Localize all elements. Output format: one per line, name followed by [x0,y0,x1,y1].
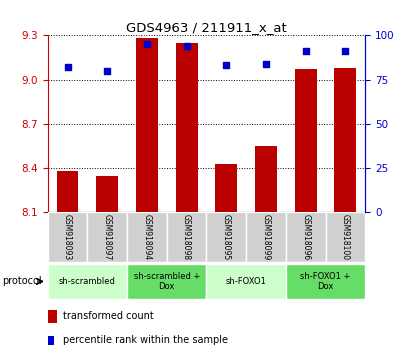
Bar [48,336,54,345]
Bar [255,146,277,212]
Bar [207,264,286,299]
Text: sh-scrambled +
Dox: sh-scrambled + Dox [134,272,200,291]
Bar [176,43,198,212]
Bar [48,310,57,323]
Text: sh-FOXO1 +
Dox: sh-FOXO1 + Dox [300,272,351,291]
Bar [286,212,325,262]
Point [342,48,349,54]
Bar [207,212,246,262]
Title: GDS4963 / 211911_x_at: GDS4963 / 211911_x_at [126,21,287,34]
Bar [167,212,207,262]
Bar [246,212,286,262]
Bar [48,264,127,299]
Bar [215,164,237,212]
Text: GSM918095: GSM918095 [222,214,231,260]
Bar [325,212,365,262]
Bar [127,264,207,299]
Text: GSM918093: GSM918093 [63,214,72,260]
Bar [286,264,365,299]
Text: GSM918100: GSM918100 [341,214,350,260]
Text: percentile rank within the sample: percentile rank within the sample [63,335,227,346]
Bar [334,68,356,212]
Text: GSM918096: GSM918096 [301,214,310,260]
Text: GSM918099: GSM918099 [261,214,271,260]
Bar [48,212,88,262]
Point [263,61,269,67]
Point [104,68,110,74]
Text: GSM918097: GSM918097 [103,214,112,260]
Text: GSM918098: GSM918098 [182,214,191,260]
Point [303,48,309,54]
Bar [136,38,158,212]
Text: sh-FOXO1: sh-FOXO1 [226,277,266,286]
Text: protocol: protocol [2,276,42,286]
Point [64,64,71,70]
Point [144,41,150,47]
Point [223,63,229,68]
Bar [295,69,317,212]
Bar [88,212,127,262]
Bar [96,176,118,212]
Bar [127,212,167,262]
Text: transformed count: transformed count [63,312,153,321]
Text: sh-scrambled: sh-scrambled [59,277,116,286]
Text: GSM918094: GSM918094 [142,214,151,260]
Bar [57,171,78,212]
Point [183,43,190,49]
